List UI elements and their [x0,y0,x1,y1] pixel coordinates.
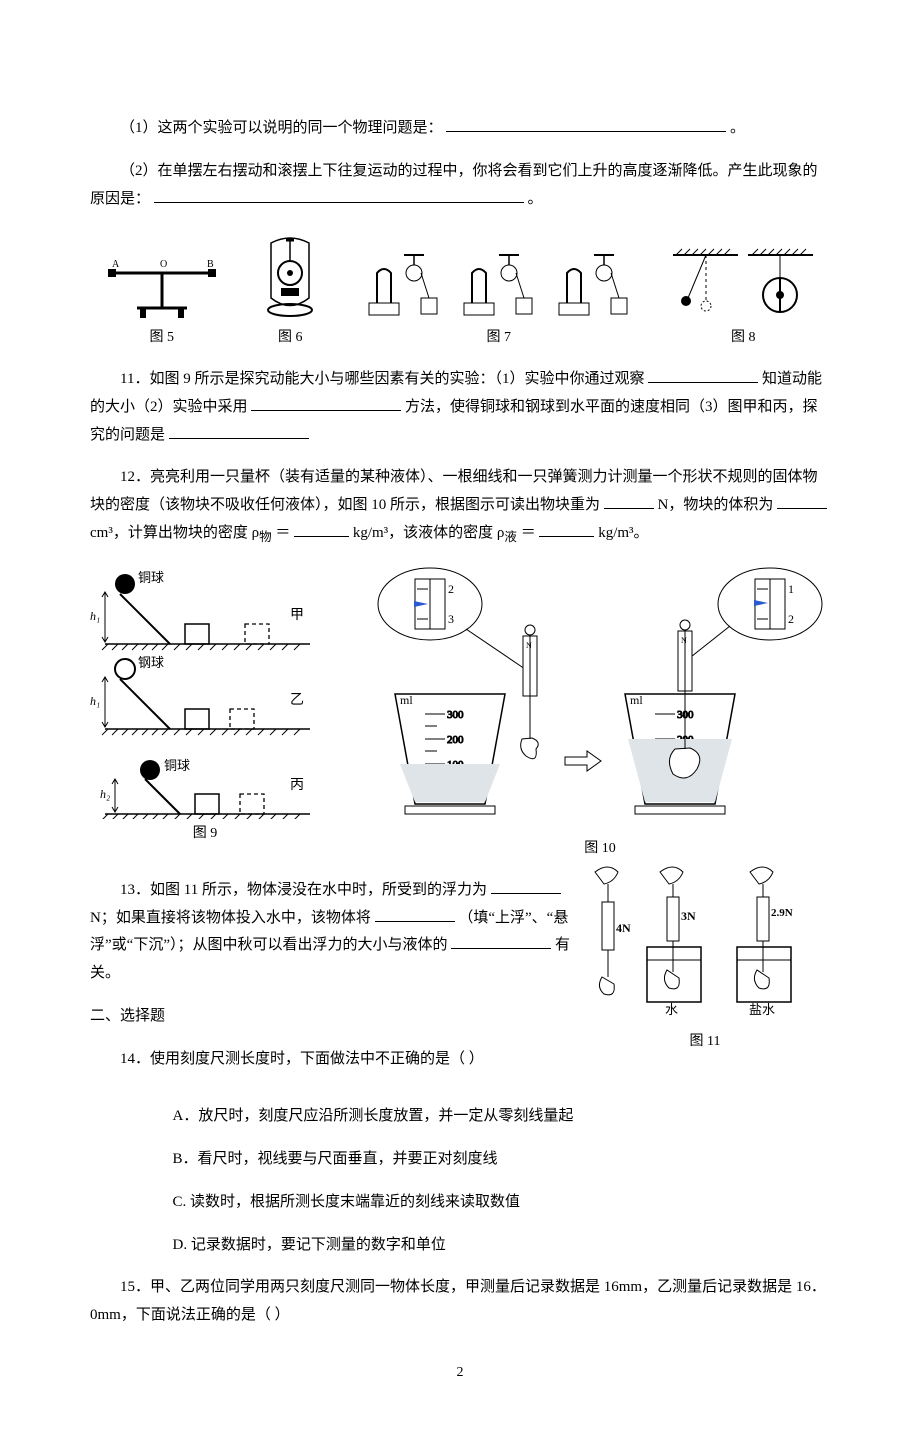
svg-text:4N: 4N [616,921,631,935]
figure-6-svg [251,228,329,323]
figure-9-caption: 图 9 [193,821,218,847]
q10-p2-blank[interactable] [154,187,524,203]
q12-e-sub: 液 [504,530,517,544]
figure-row-9-10: 铜球 甲 h₁ 钢球 乙 [90,564,830,862]
q14-opt-a: A．放尺时，刻度尺应沿所测长度放置，并一定从零刻线量起 [173,1103,831,1131]
q13-blank2[interactable] [375,906,455,922]
fig9-copper-2: 铜球 [164,758,190,773]
fig9-copper-1: 铜球 [138,570,164,585]
figure-10-svg: 2 3 1 2 ml 300 200 100 0 [370,564,830,834]
svg-text:B: B [207,259,214,270]
figure-11-svg: 4N 3N 水 2.9N [580,862,830,1027]
svg-text:300: 300 [447,709,464,721]
section-2-heading: 二、选择题 [90,1003,570,1031]
q15-stem: 15．甲、乙两位同学用两只刻度尺测同一物体长度，甲测量后记录数据是 16mm，乙… [90,1274,830,1330]
figure-11-caption: 图 11 [690,1029,721,1055]
page-number: 2 [90,1360,830,1386]
svg-text:3: 3 [448,612,454,626]
figure-5-svg: A B O [102,253,222,323]
q11-blank2[interactable] [251,395,401,411]
fig9-h2: h₂ [100,787,110,801]
q14-stem-a: 14．使用刻度尺测长度时，下面做法中不正确的是（ ） [120,1051,484,1067]
figure-10-caption: 图 10 [584,836,616,862]
figure-10: 2 3 1 2 ml 300 200 100 0 [370,564,830,862]
q12: 12．亮亮利用一只量杯（装有适量的某种液体）、一根细线和一只弹簧测力计测量一个形… [90,464,830,549]
svg-text:N: N [526,641,532,650]
q12-e: kg/m³，该液体的密度 ρ [353,525,505,541]
q12-b: N，物块的体积为 [658,497,774,513]
q13-a: 13．如图 11 所示，物体浸没在水中时，所受到的浮力为 [120,882,487,898]
svg-text:O: O [160,259,167,270]
q12-d: ＝ [275,525,290,541]
figure-8: 图 8 [668,243,818,351]
svg-text:盐水: 盐水 [749,1002,775,1017]
fig9-h1b: h₁ [90,694,100,708]
q10-p1-end: 。 [730,120,745,136]
figure-7: 图 7 [359,243,639,351]
q14-opt-d: D. 记录数据时，要记下测量的数字和单位 [173,1232,831,1260]
q13: 13．如图 11 所示，物体浸没在水中时，所受到的浮力为 N；如果直接将该物体投… [90,877,570,988]
q12-blank2[interactable] [777,493,827,509]
q13-wrap: 13．如图 11 所示，物体浸没在水中时，所受到的浮力为 N；如果直接将该物体投… [90,862,830,1089]
fig9-yi: 乙 [290,692,304,708]
figure-5: A B O 图 5 [102,253,222,351]
svg-text:2: 2 [788,612,794,626]
figure-8-caption: 图 8 [731,325,756,351]
q10-p1-prefix: （1）这两个实验可以说明的同一个物理问题是： [120,120,443,136]
svg-text:ml: ml [630,693,643,707]
svg-text:1: 1 [788,582,794,596]
q11: 11．如图 9 所示是探究动能大小与哪些因素有关的实验：（1）实验中你通过观察 … [90,366,830,449]
q12-f: ＝ [521,525,536,541]
q14-stem: 14．使用刻度尺测长度时，下面做法中不正确的是（ ） [90,1046,570,1074]
fig9-steel: 钢球 [138,655,164,670]
svg-text:2: 2 [448,582,454,596]
figure-7-svg [359,243,639,323]
q13-b: N；如果直接将该物体投入水中，该物体将 [90,910,371,926]
fig9-jia: 甲 [290,608,304,623]
q10-part2: （2）在单摆左右摆动和滚摆上下往复运动的过程中，你将会看到它们上升的高度逐渐降低… [90,158,830,214]
q10-p2-end: 。 [528,191,543,207]
q12-blank3[interactable] [294,521,349,537]
svg-text:ml: ml [400,693,413,707]
q12-c: cm³，计算出物块的密度 ρ [90,525,259,541]
q12-blank4[interactable] [539,521,594,537]
q12-c-sub: 物 [259,530,272,544]
q12-g: kg/m³。 [598,525,648,541]
svg-text:2.9N: 2.9N [771,907,793,919]
q11-blank1[interactable] [648,367,758,383]
svg-text:3N: 3N [681,909,696,923]
svg-text:A: A [112,259,120,270]
q10-part1: （1）这两个实验可以说明的同一个物理问题是： 。 [90,115,830,143]
q13-blank1[interactable] [491,878,561,894]
q10-p1-blank[interactable] [446,116,726,132]
figure-11: 4N 3N 水 2.9N [580,862,830,1055]
fig9-h1a: h₁ [90,609,100,623]
fig9-bing: 丙 [290,778,304,793]
q11-a: 11．如图 9 所示是探究动能大小与哪些因素有关的实验：（1）实验中你通过观察 [120,371,644,387]
figure-row-5-8: A B O 图 5 图 6 [90,228,830,351]
svg-text:N: N [681,636,687,645]
figure-7-caption: 图 7 [487,325,512,351]
q13-blank3[interactable] [451,933,551,949]
figure-5-caption: 图 5 [150,325,175,351]
q14-opt-b: B．看尺时，视线要与尺面垂直，并要正对刻度线 [173,1146,831,1174]
figure-9: 铜球 甲 h₁ 钢球 乙 [90,564,320,847]
q12-blank1[interactable] [604,493,654,509]
figure-6-caption: 图 6 [278,325,303,351]
svg-text:水: 水 [665,1002,678,1017]
figure-6: 图 6 [251,228,329,351]
q11-blank3[interactable] [169,423,309,439]
svg-text:200: 200 [447,734,464,746]
q14-opt-c: C. 读数时，根据所测长度末端靠近的刻线来读取数值 [173,1189,831,1217]
figure-8-svg [668,243,818,323]
figure-9-svg: 铜球 甲 h₁ 钢球 乙 [90,564,320,819]
